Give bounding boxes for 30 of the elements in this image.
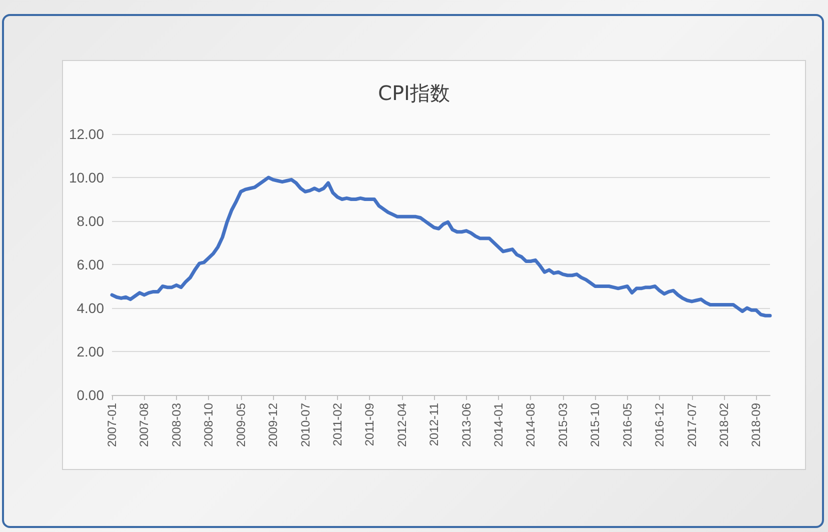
y-tick-label: 10.00: [68, 170, 104, 186]
x-tick-label: 2009-05: [234, 402, 248, 448]
x-tick-label: 2014-08: [524, 402, 538, 448]
x-tick-label: 2011-02: [330, 402, 344, 446]
y-tick-label: 2.00: [76, 344, 104, 360]
x-tick-label: 2012-11: [427, 402, 442, 446]
y-tick-label: 12.00: [68, 126, 104, 142]
x-tick-label: 2018-09: [749, 402, 764, 448]
x-tick-label: 2016-05: [620, 402, 634, 448]
x-tick-label: 2008-03: [169, 402, 184, 448]
y-tick-label: 4.00: [76, 300, 104, 316]
x-tick-label: 2015-10: [588, 402, 602, 448]
x-tick-label: 2012-04: [394, 402, 409, 448]
x-tick-label: 2018-02: [716, 402, 731, 448]
y-tick-label: 0.00: [76, 387, 104, 403]
x-tick-label: 2011-09: [362, 402, 377, 446]
x-tick-label: 2008-10: [202, 402, 216, 448]
y-tick-label: 6.00: [76, 256, 104, 272]
x-tick-label: 2017-07: [684, 402, 699, 448]
x-tick-label: 2014-01: [492, 402, 506, 448]
chart-title: CPI指数: [378, 81, 450, 105]
line-series: [110, 176, 772, 318]
x-tick-label: 2013-06: [459, 402, 474, 448]
x-tick-label: 2010-07: [298, 402, 312, 448]
x-tick-label: 2009-12: [266, 402, 280, 448]
x-tick-label: 2015-03: [556, 402, 570, 448]
x-tick-label: 2007-01: [105, 402, 119, 448]
x-tick-label: 2007-08: [137, 402, 152, 448]
y-tick-label: 8.00: [76, 213, 104, 229]
x-tick-label: 2016-12: [652, 402, 667, 448]
